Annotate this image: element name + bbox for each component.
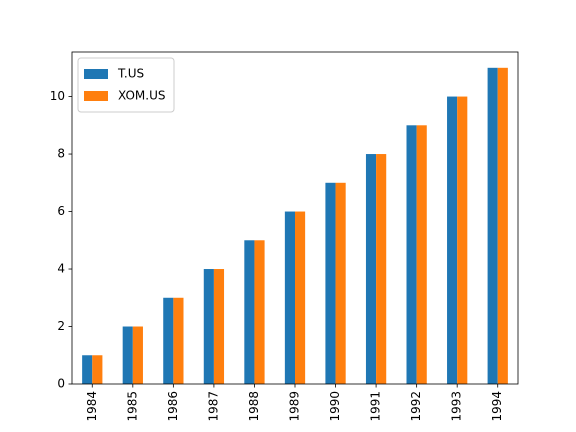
bar xyxy=(295,211,306,384)
x-tick-label: 1993 xyxy=(450,391,464,422)
bar xyxy=(173,297,184,384)
y-tick-label: 0 xyxy=(57,377,65,391)
bar xyxy=(122,326,133,384)
x-tick-label: 1986 xyxy=(166,391,180,422)
x-tick-label: 1985 xyxy=(125,391,139,422)
y-tick-label: 8 xyxy=(57,147,65,161)
bar xyxy=(376,154,387,384)
bar xyxy=(213,269,225,384)
bar xyxy=(244,240,255,384)
bar xyxy=(92,355,103,384)
bar xyxy=(254,240,265,384)
x-tick-label: 1989 xyxy=(288,391,302,422)
bar xyxy=(365,154,377,384)
bar xyxy=(325,182,336,384)
bar xyxy=(335,182,346,384)
x-tick-label: 1994 xyxy=(490,391,504,422)
bar xyxy=(406,125,417,384)
x-tick-label: 1992 xyxy=(409,391,423,422)
x-tick-label: 1987 xyxy=(206,391,220,422)
plot-frame xyxy=(71,51,519,385)
bar xyxy=(82,355,93,384)
x-tick-label: 1988 xyxy=(247,391,261,422)
y-tick-label: 6 xyxy=(57,204,65,218)
bar xyxy=(203,269,214,384)
bar xyxy=(416,125,427,384)
y-tick-label: 4 xyxy=(57,262,65,276)
bar xyxy=(132,326,143,384)
legend-swatch xyxy=(84,91,108,101)
legend-label: XOM.US xyxy=(118,89,165,103)
y-tick-label: 2 xyxy=(57,319,65,333)
bar xyxy=(497,67,508,385)
bar xyxy=(457,96,468,385)
y-tick-label: 10 xyxy=(50,89,65,103)
bar xyxy=(487,67,498,385)
bar xyxy=(447,96,458,385)
x-tick-label: 1990 xyxy=(328,391,342,422)
bar xyxy=(284,211,295,384)
x-tick-label: 1984 xyxy=(85,391,99,422)
legend-swatch xyxy=(84,69,108,79)
x-tick-label: 1991 xyxy=(369,391,383,422)
legend-label: T.US xyxy=(117,67,144,81)
bar xyxy=(163,297,174,384)
